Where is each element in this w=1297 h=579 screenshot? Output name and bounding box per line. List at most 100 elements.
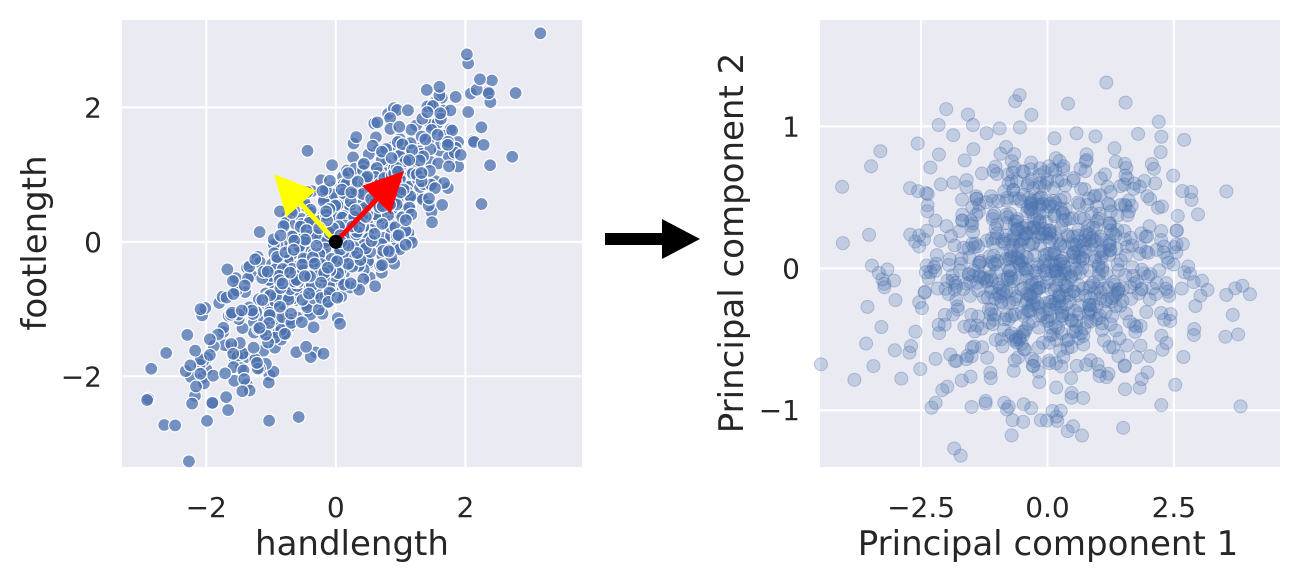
data-point — [959, 173, 974, 188]
data-point — [1030, 212, 1045, 227]
data-point — [928, 351, 943, 366]
data-point — [1070, 195, 1085, 210]
data-point — [225, 273, 241, 289]
data-point — [1083, 290, 1098, 305]
data-point — [983, 269, 998, 284]
data-point — [1066, 324, 1081, 339]
data-point — [1033, 176, 1048, 191]
data-point — [533, 26, 548, 41]
data-point — [1092, 364, 1107, 379]
data-point — [1039, 266, 1054, 281]
data-point — [1071, 243, 1086, 258]
data-point — [990, 254, 1005, 269]
data-point — [993, 146, 1008, 161]
data-point — [1018, 250, 1033, 265]
data-point — [1081, 305, 1096, 320]
data-point — [987, 257, 1002, 272]
data-point — [1115, 293, 1130, 308]
data-point — [994, 332, 1009, 347]
data-point — [1086, 297, 1101, 312]
data-point — [1056, 349, 1071, 364]
data-point — [1106, 226, 1121, 241]
data-point — [928, 263, 943, 278]
data-point — [1003, 206, 1018, 221]
data-point — [969, 191, 984, 206]
data-point — [349, 130, 364, 145]
data-point — [1024, 351, 1039, 366]
data-point — [1020, 199, 1035, 214]
data-point — [955, 213, 970, 228]
data-point — [1075, 238, 1090, 253]
data-point — [918, 265, 933, 280]
data-point — [1235, 278, 1250, 293]
y-tick-label: −1 — [759, 394, 800, 427]
data-point — [390, 164, 406, 179]
data-point — [1023, 278, 1038, 293]
data-point — [1074, 326, 1089, 341]
data-point — [966, 269, 981, 284]
data-point — [972, 255, 987, 270]
data-point — [1144, 156, 1159, 171]
data-point — [972, 197, 987, 212]
data-point — [965, 118, 980, 133]
data-point — [1008, 330, 1023, 345]
data-point — [988, 221, 1003, 236]
data-point — [1012, 237, 1027, 252]
data-point — [1052, 154, 1067, 169]
data-point — [1105, 291, 1120, 306]
data-point — [1101, 280, 1116, 295]
data-point — [1081, 307, 1096, 322]
transform-arrow — [605, 219, 700, 259]
data-point — [237, 371, 252, 387]
data-point — [297, 269, 312, 284]
data-point — [1058, 266, 1073, 281]
data-point — [420, 105, 435, 120]
data-point — [997, 395, 1012, 410]
data-point — [1065, 236, 1080, 251]
data-point — [931, 147, 946, 162]
data-point — [1019, 225, 1034, 240]
data-point — [1133, 338, 1148, 353]
data-point — [976, 290, 991, 305]
data-point — [440, 137, 455, 152]
data-point — [1037, 165, 1052, 180]
data-point — [1097, 333, 1112, 348]
data-point — [923, 160, 938, 175]
data-point — [1042, 356, 1057, 371]
data-point — [1030, 296, 1045, 311]
data-point — [1002, 328, 1017, 343]
data-point — [1020, 250, 1035, 265]
data-point — [960, 348, 975, 363]
data-point — [964, 307, 979, 322]
data-point — [933, 177, 948, 192]
data-point — [1057, 239, 1072, 254]
data-point — [1048, 151, 1063, 166]
data-point — [1075, 428, 1090, 443]
data-point — [1003, 244, 1018, 259]
data-point — [1133, 239, 1148, 254]
data-point — [1219, 184, 1234, 199]
data-point — [1169, 237, 1184, 252]
data-point — [1163, 313, 1178, 328]
data-point — [1089, 199, 1104, 214]
data-point — [1049, 333, 1064, 348]
data-point — [1242, 287, 1257, 302]
data-point — [933, 233, 948, 248]
data-point — [874, 320, 889, 335]
data-point — [954, 373, 969, 388]
data-point — [943, 229, 958, 244]
data-point — [1055, 256, 1070, 271]
data-point — [1118, 382, 1133, 397]
data-point — [1094, 232, 1109, 247]
data-point — [1011, 251, 1026, 266]
data-point — [299, 339, 314, 354]
data-point — [332, 316, 348, 331]
data-point — [923, 265, 938, 280]
data-point — [1087, 234, 1102, 249]
data-point — [1060, 227, 1075, 242]
data-point — [974, 321, 989, 336]
data-point — [1088, 233, 1103, 248]
data-point — [1043, 309, 1058, 324]
data-point — [1079, 315, 1094, 330]
data-point — [1004, 309, 1019, 324]
